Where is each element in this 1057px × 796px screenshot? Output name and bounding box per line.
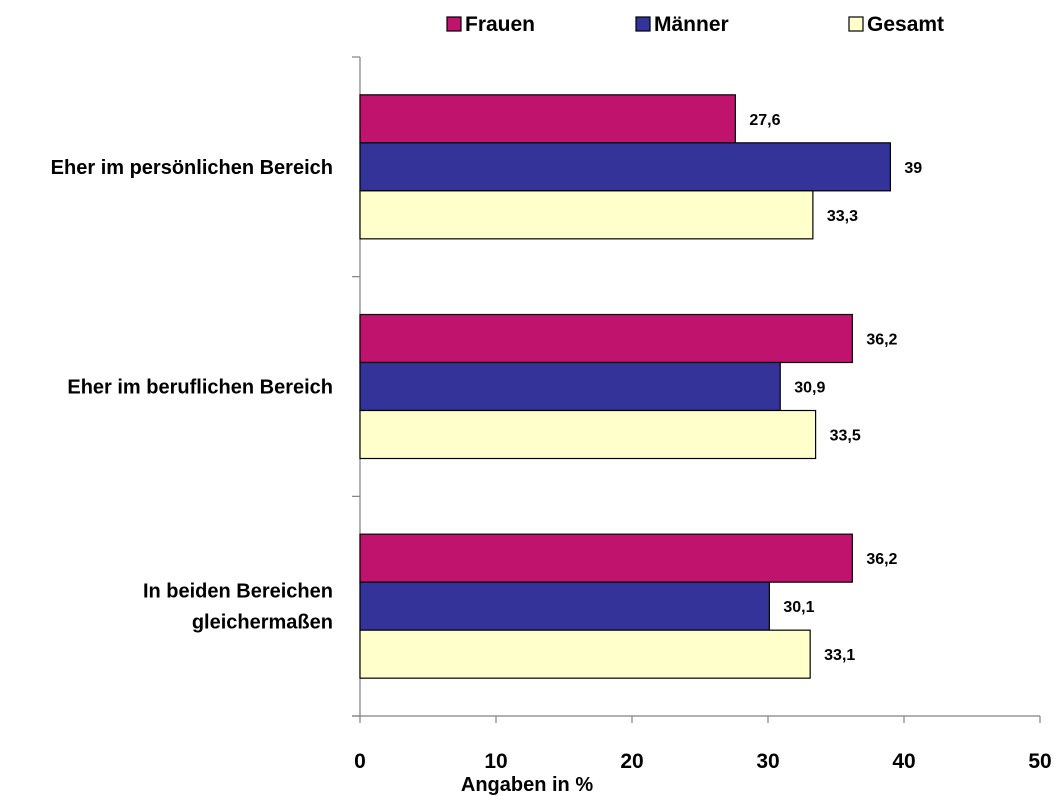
data-label: 36,2 <box>866 551 897 568</box>
legend-label-frauen: Frauen <box>465 13 535 36</box>
data-label: 33,1 <box>824 647 855 664</box>
data-labels: 27,6 36,2 36,2 39 30,9 30,1 33,3 33,5 33,1 <box>749 112 922 664</box>
bar-manner <box>359 581 770 631</box>
bar-gesamt <box>359 190 814 240</box>
data-label: 27,6 <box>749 112 780 129</box>
legend-swatch-frauen <box>446 16 462 32</box>
category-label: Eher im persönlichen Bereich <box>51 157 333 179</box>
data-label: 30,9 <box>794 380 825 397</box>
x-axis-title: Angaben in % <box>461 774 593 796</box>
data-label: 30,1 <box>783 599 814 616</box>
x-tick-label: 20 <box>620 750 643 773</box>
data-label: 33,5 <box>830 428 861 445</box>
category-label: In beiden Bereichen <box>143 581 333 603</box>
bar-frauen <box>359 94 736 144</box>
bars <box>359 94 892 679</box>
data-label: 39 <box>904 160 922 177</box>
bar-gesamt <box>359 629 811 679</box>
legend-swatch-gesamt <box>848 16 864 32</box>
legend: Frauen Männer Gesamt <box>446 13 944 36</box>
x-tick-label: 40 <box>892 750 915 773</box>
bar-manner <box>359 361 781 412</box>
bar-frauen <box>359 533 853 583</box>
data-label: 36,2 <box>866 332 897 349</box>
bar-frauen <box>359 313 853 364</box>
legend-label-gesamt: Gesamt <box>867 13 944 36</box>
data-label: 33,3 <box>827 208 858 225</box>
category-label: Eher im beruflichen Bereich <box>67 377 333 399</box>
x-tick-label: 30 <box>756 750 779 773</box>
category-label: gleichermaßen <box>192 612 333 634</box>
legend-label-manner: Männer <box>654 13 729 36</box>
chart-axes: 0 10 20 30 40 50 Angaben in % Eher im persönlic… <box>51 56 1052 796</box>
legend-swatch-manner <box>635 16 651 32</box>
x-tick-label: 50 <box>1028 750 1051 773</box>
x-tick-label: 0 <box>354 750 366 773</box>
bar-manner <box>359 142 892 192</box>
bar-gesamt <box>359 409 817 460</box>
x-tick-label: 10 <box>484 750 507 773</box>
